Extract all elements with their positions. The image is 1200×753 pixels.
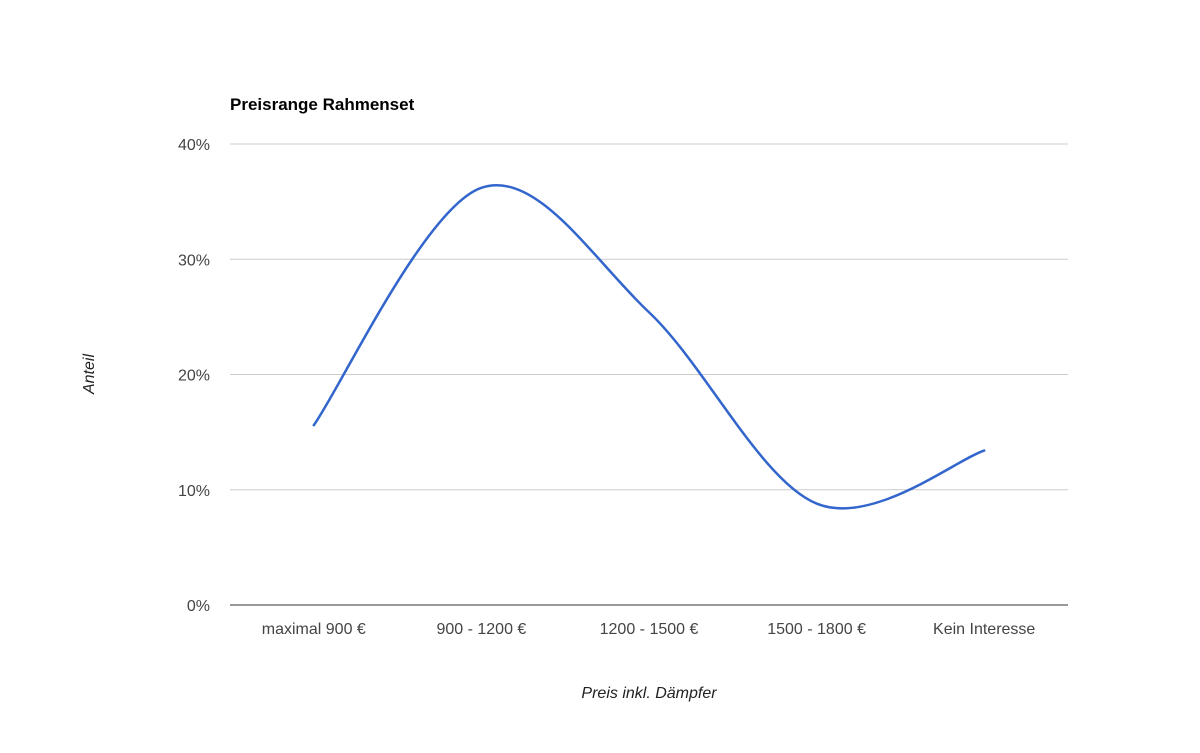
y-tick-label: 20%	[178, 368, 210, 385]
data-point[interactable]	[811, 498, 823, 510]
x-tick-label: Kein Interesse	[933, 621, 1035, 638]
chart-title: Preisrange Rahmenset	[230, 95, 415, 114]
x-tick-label: maximal 900 €	[262, 621, 366, 638]
data-point[interactable]	[643, 306, 655, 318]
y-tick-label: 0%	[187, 598, 210, 615]
x-tick-label: 1200 - 1500 €	[600, 621, 699, 638]
x-tick-label: 1500 - 1800 €	[767, 621, 866, 638]
data-point[interactable]	[978, 445, 990, 457]
y-tick-label: 40%	[178, 137, 210, 154]
y-tick-label: 10%	[178, 483, 210, 500]
series-line	[312, 184, 986, 510]
data-point[interactable]	[475, 182, 487, 194]
gridlines	[230, 143, 1068, 606]
data-point[interactable]	[308, 419, 320, 431]
x-tick-label: 900 - 1200 €	[436, 621, 526, 638]
x-axis-title: Preis inkl. Dämpfer	[581, 685, 717, 702]
y-axis-ticks: 0% 10% 20% 30% 40%	[178, 137, 210, 615]
x-axis-ticks: maximal 900 € 900 - 1200 € 1200 - 1500 € 15…	[262, 621, 1036, 638]
y-tick-label: 30%	[178, 252, 210, 269]
series-layer	[308, 182, 990, 510]
y-axis-title: Anteil	[81, 354, 98, 395]
